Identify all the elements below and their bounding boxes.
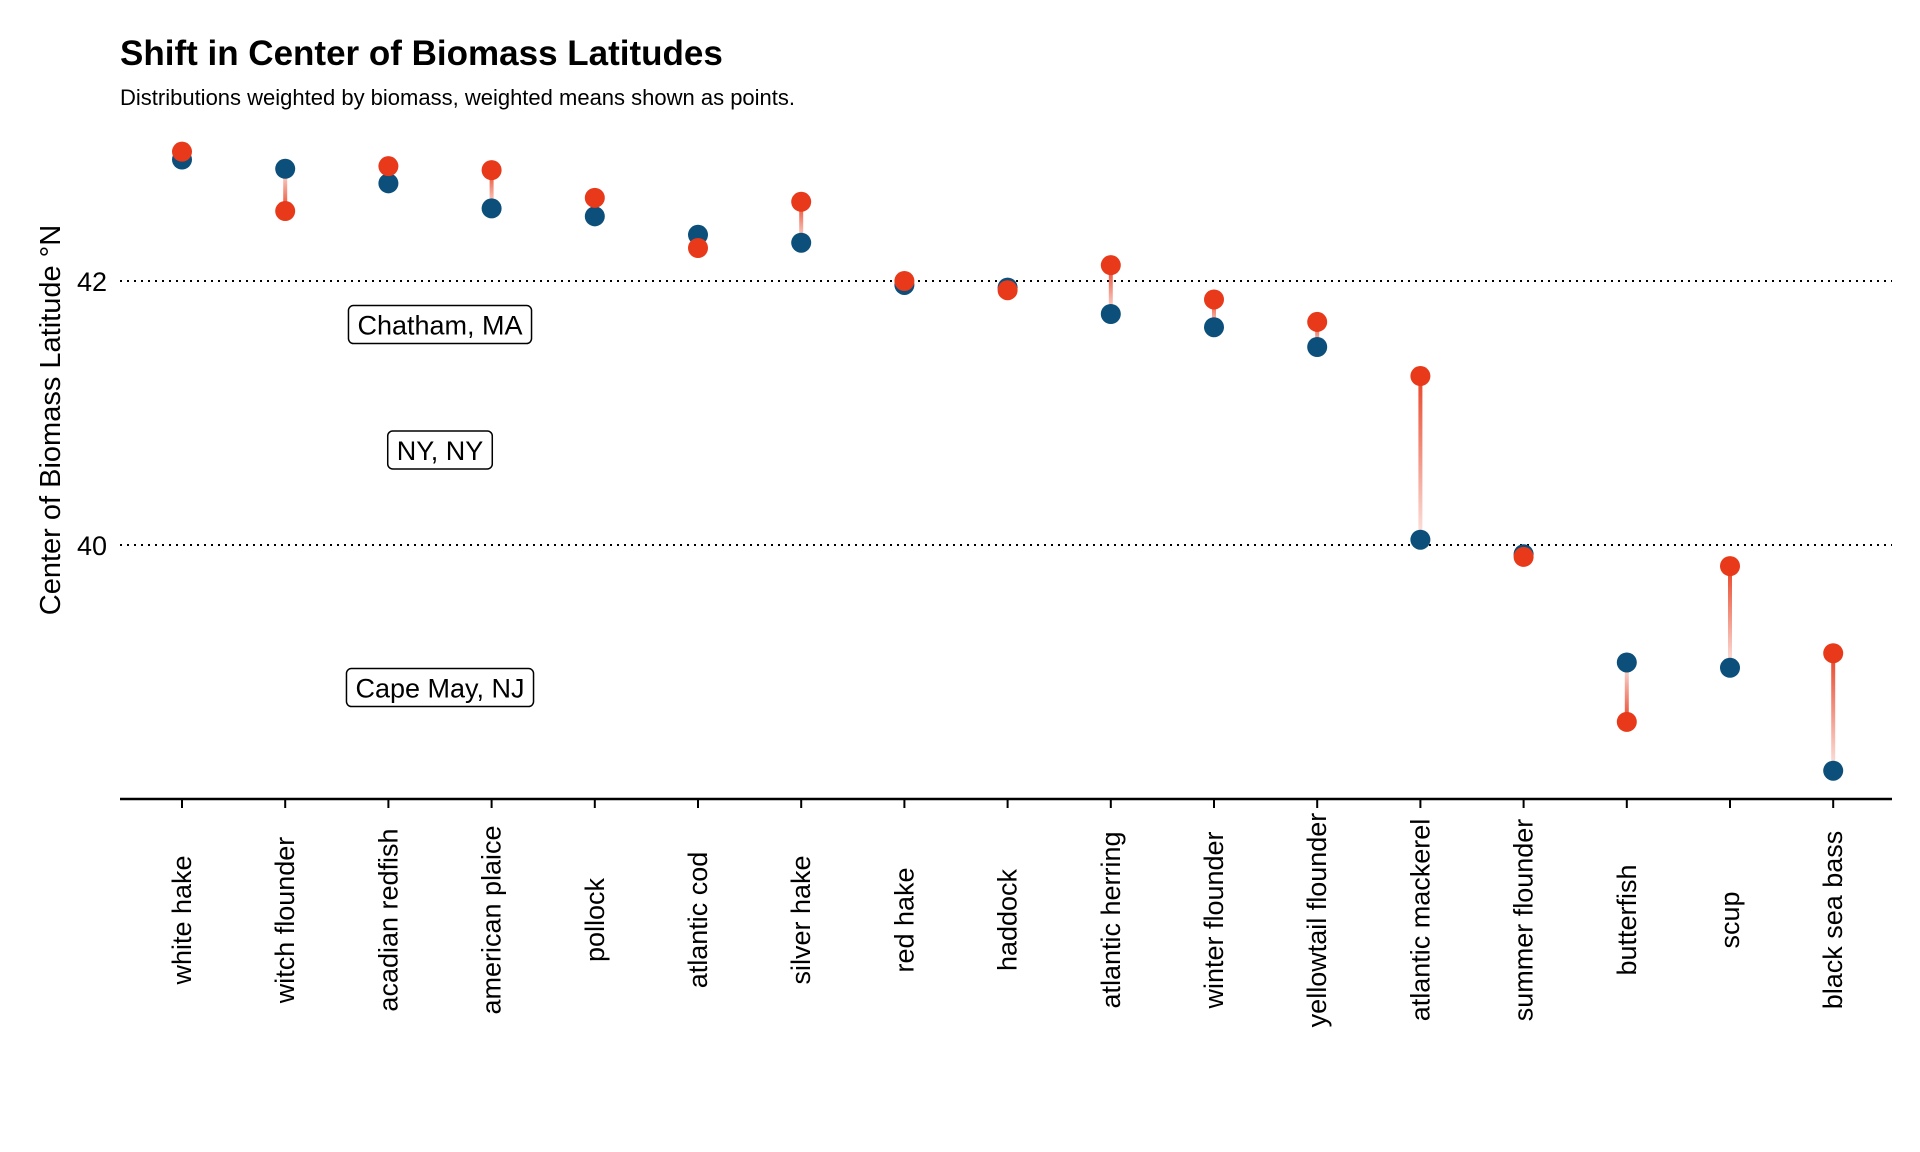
annotation-box [386,430,494,470]
point-orange [1616,711,1637,732]
x-tick-label: summer flounder [1509,819,1539,1022]
x-tick-label: haddock [993,868,1023,971]
chart-subtitle: Distributions weighted by biomass, weigh… [120,85,795,110]
point-orange [894,271,915,291]
annotation-label: Chatham, MA [347,304,533,345]
x-tick-label: atlantic mackerel [1405,819,1435,1022]
y-tick-label: 40 [77,531,107,561]
annotations: Chatham, MA NY, NY Cape May, NJ [345,304,535,708]
y-ticks: 40 42 [77,267,107,561]
x-tick-label: winter flounder [1199,831,1229,1009]
point-orange [1823,643,1844,664]
x-tick-label: black sea bass [1818,831,1848,1010]
point-blue [378,173,399,194]
gridlines [120,280,1892,546]
point-orange [1204,289,1224,310]
y-axis-label: Center of Biomass Latitude °N [35,225,67,615]
annotation-label: Cape May, NJ [345,667,535,708]
annotation-box [345,667,535,708]
point-blue [1823,760,1844,781]
x-tick-label: witch flounder [270,837,300,1005]
point-orange [997,280,1018,301]
point-blue [1307,337,1328,357]
point-blue [1100,304,1121,324]
point-orange [378,156,399,177]
x-tick-label: butterfish [1612,864,1642,975]
annotation-box [347,304,533,345]
chart-title: Shift in Center of Biomass Latitudes [120,34,723,73]
point-orange [791,191,812,212]
data-points [172,141,1844,781]
x-tick-label: white hake [167,855,197,985]
annotation-label: NY, NY [386,430,494,470]
annotation-text: NY, NY [397,436,484,466]
x-tick-label: atlantic herring [1096,831,1126,1008]
point-orange [1513,546,1534,567]
x-ticks: white hake witch flounder acadian redfish a… [167,799,1848,1027]
x-tick-label: silver hake [786,855,816,984]
point-orange [275,201,296,222]
point-orange [688,238,708,258]
point-orange [1100,255,1121,276]
point-orange [172,141,192,162]
x-tick-label: scup [1715,891,1745,948]
point-blue [1204,317,1224,338]
x-tick-label: acadian redfish [373,828,403,1011]
point-orange [1410,366,1431,387]
point-orange [584,187,605,208]
point-orange [1720,556,1740,577]
point-orange [481,160,502,181]
point-orange [1307,311,1328,332]
point-blue [275,158,296,179]
point-blue [1410,529,1431,550]
point-blue [791,232,812,253]
x-tick-label: pollock [580,877,610,962]
annotation-text: Cape May, NJ [355,674,524,704]
x-tick-label: atlantic cod [683,852,713,989]
y-tick-label: 42 [77,267,107,297]
x-tick-label: american plaice [477,825,507,1014]
annotation-text: Chatham, MA [357,311,522,341]
point-blue [1616,652,1637,673]
x-tick-label: yellowtail flounder [1302,813,1332,1028]
point-blue [1720,657,1740,678]
point-blue [481,198,502,219]
x-tick-label: red hake [889,867,919,972]
point-blue [584,206,605,227]
